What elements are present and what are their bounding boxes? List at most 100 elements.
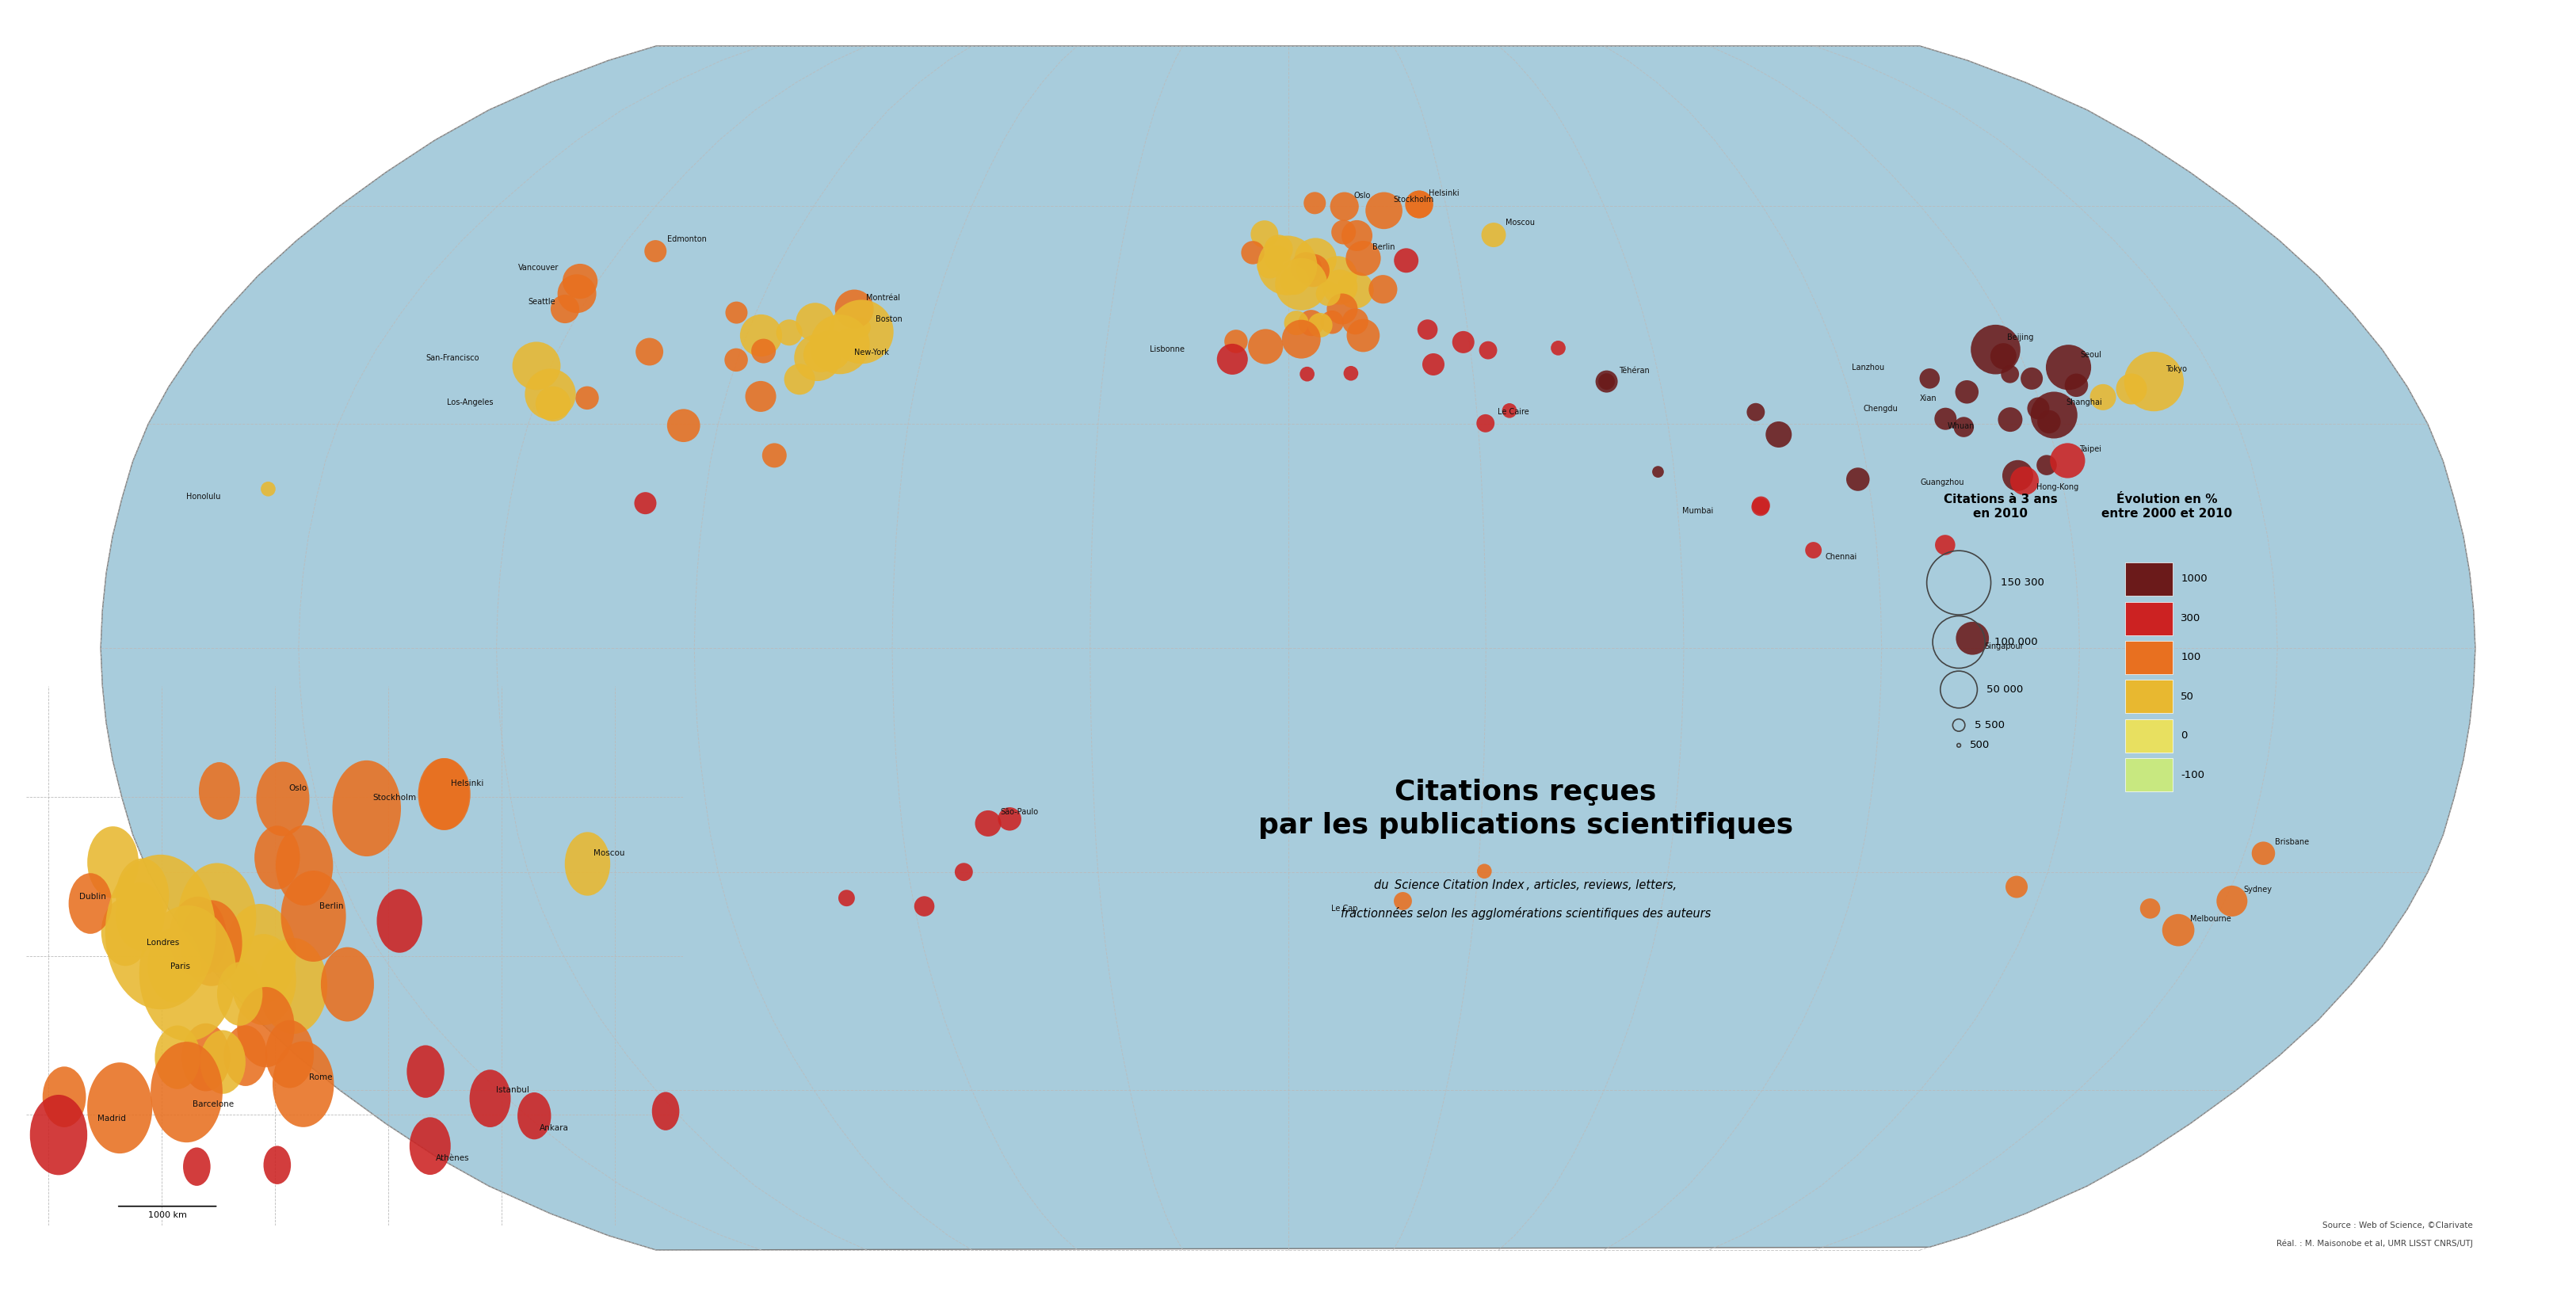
Text: Berlin: Berlin [319, 902, 343, 910]
Circle shape [1319, 257, 1358, 295]
Circle shape [1321, 270, 1358, 305]
Circle shape [1242, 241, 1265, 264]
Circle shape [796, 303, 835, 342]
Text: Guangzhou: Guangzhou [1919, 478, 1965, 486]
Circle shape [1953, 417, 1973, 437]
Text: 100 000: 100 000 [1994, 636, 2038, 647]
Circle shape [1257, 253, 1283, 279]
Circle shape [1406, 191, 1432, 218]
Circle shape [1422, 354, 1445, 376]
Text: Helsinki: Helsinki [1430, 189, 1461, 197]
Circle shape [1651, 467, 1664, 478]
Circle shape [116, 858, 170, 933]
Text: Tokyo: Tokyo [2166, 365, 2187, 373]
Circle shape [178, 863, 255, 972]
Circle shape [551, 294, 580, 323]
Text: Chengdu: Chengdu [1862, 404, 1899, 413]
Text: Boston: Boston [876, 315, 902, 324]
Text: New-York: New-York [855, 349, 889, 356]
Text: Téhéran: Téhéran [1618, 367, 1649, 375]
Circle shape [258, 938, 327, 1034]
Text: Los-Angeles: Los-Angeles [448, 398, 495, 406]
Text: Réal. : M. Maisonobe et al, UMR LISST CNRS/UTJ: Réal. : M. Maisonobe et al, UMR LISST CN… [2277, 1239, 2473, 1248]
Circle shape [232, 934, 296, 1025]
Text: Stockholm: Stockholm [374, 794, 415, 802]
Circle shape [1597, 373, 1615, 390]
Circle shape [518, 1093, 551, 1139]
Circle shape [644, 240, 667, 262]
Text: Xian: Xian [1919, 395, 1937, 403]
Text: 0: 0 [2182, 731, 2187, 741]
Text: Hong-Kong: Hong-Kong [2038, 483, 2079, 491]
Circle shape [1224, 329, 1247, 353]
Circle shape [1216, 343, 1247, 375]
Circle shape [2161, 914, 2195, 946]
Circle shape [2038, 410, 2061, 433]
Circle shape [1991, 343, 2017, 369]
Circle shape [1502, 403, 1517, 419]
Circle shape [1955, 380, 1978, 403]
Circle shape [1481, 223, 1507, 248]
Text: du  Science Citation Index , articles, reviews, letters,: du Science Citation Index , articles, re… [1373, 880, 1677, 892]
Circle shape [1316, 281, 1340, 306]
Circle shape [1321, 311, 1345, 334]
Text: Seattle: Seattle [528, 298, 556, 306]
Circle shape [2089, 384, 2115, 411]
Circle shape [31, 1095, 88, 1175]
Circle shape [562, 264, 598, 299]
Circle shape [260, 482, 276, 496]
Circle shape [1275, 258, 1327, 310]
Bar [2125, 562, 2172, 596]
Circle shape [2002, 365, 2020, 384]
Circle shape [332, 761, 402, 857]
Circle shape [376, 889, 422, 953]
Circle shape [88, 827, 139, 898]
Text: 100: 100 [2182, 652, 2200, 662]
Circle shape [1337, 272, 1373, 308]
Text: Seoul: Seoul [2081, 351, 2102, 359]
Circle shape [835, 289, 873, 328]
Circle shape [1291, 253, 1321, 283]
Circle shape [1327, 293, 1358, 324]
Text: Barcelone: Barcelone [193, 1100, 234, 1108]
Text: Helsinki: Helsinki [451, 780, 484, 788]
Text: Oslo: Oslo [1355, 192, 1370, 200]
Text: San-Francisco: San-Francisco [425, 354, 479, 363]
Circle shape [556, 275, 595, 314]
Circle shape [407, 1046, 443, 1098]
Text: Stockholm: Stockholm [1394, 196, 1435, 203]
Circle shape [237, 988, 294, 1068]
Text: Chennai: Chennai [1826, 553, 1857, 561]
Circle shape [652, 1093, 680, 1130]
Circle shape [2030, 391, 2076, 438]
Circle shape [726, 302, 747, 324]
Circle shape [44, 1067, 85, 1128]
Text: 5 500: 5 500 [1973, 721, 2004, 731]
Circle shape [216, 962, 263, 1025]
Circle shape [2115, 373, 2146, 404]
Circle shape [106, 854, 216, 1010]
Circle shape [180, 1024, 229, 1091]
Circle shape [1752, 498, 1770, 516]
Circle shape [1345, 241, 1381, 276]
Circle shape [1919, 368, 1940, 389]
Bar [2125, 758, 2172, 792]
Circle shape [2045, 345, 2092, 390]
Text: 1000 km: 1000 km [147, 1210, 185, 1220]
Text: Honolulu: Honolulu [185, 492, 222, 500]
Text: Citations reçues
par les publications scientifiques: Citations reçues par les publications sc… [1257, 779, 1793, 839]
Circle shape [914, 896, 935, 916]
Circle shape [1342, 220, 1373, 251]
Text: Mumbai: Mumbai [1682, 507, 1713, 515]
Circle shape [1368, 275, 1396, 303]
Circle shape [1252, 220, 1278, 248]
Circle shape [574, 386, 598, 410]
Circle shape [1955, 622, 1989, 654]
Circle shape [1347, 319, 1381, 353]
Circle shape [1847, 468, 1870, 491]
Circle shape [526, 368, 577, 420]
Text: Oslo: Oslo [289, 784, 307, 793]
Circle shape [1247, 329, 1283, 364]
Circle shape [536, 386, 572, 421]
Circle shape [2038, 455, 2056, 476]
